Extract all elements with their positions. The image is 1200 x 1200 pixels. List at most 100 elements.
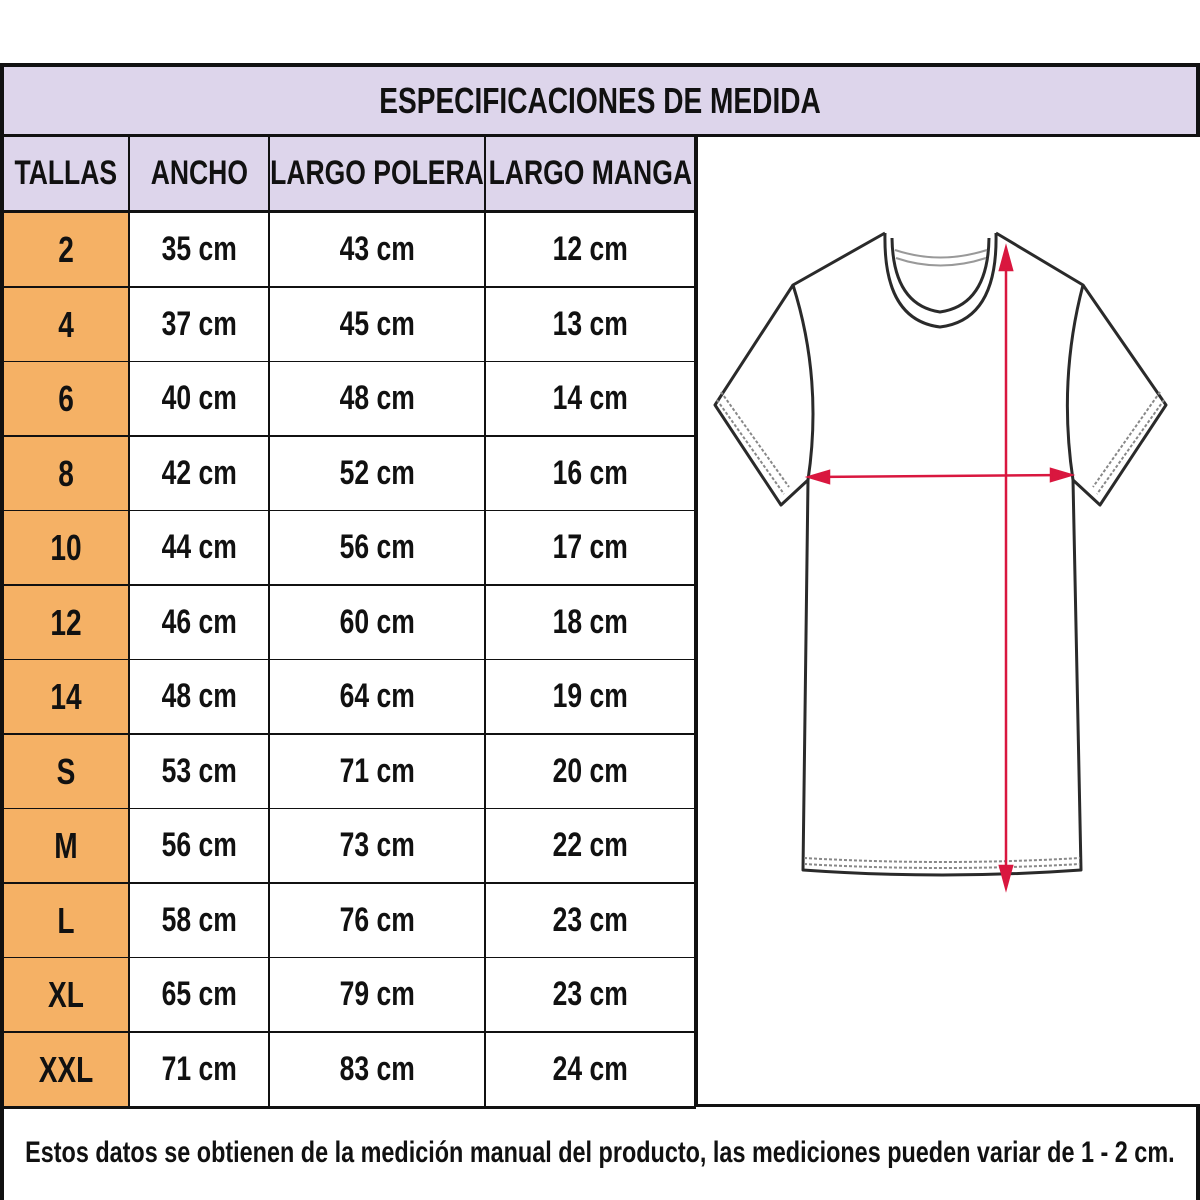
measure-cell: 20 cm (486, 735, 696, 811)
measure-cell-text: 56 cm (161, 826, 237, 864)
measure-cell: 71 cm (130, 1033, 270, 1109)
measure-cell-text: 45 cm (339, 305, 415, 343)
size-cell-text: 12 (50, 601, 82, 643)
measure-cell: 53 cm (130, 735, 270, 811)
measure-cell: 35 cm (130, 213, 270, 289)
measure-cell-text: 44 cm (161, 528, 237, 566)
measure-cell-text: 16 cm (552, 454, 628, 492)
measure-cell-text: 40 cm (161, 379, 237, 417)
size-cell: 2 (4, 213, 130, 289)
measure-cell: 23 cm (486, 958, 696, 1034)
measure-cell: 76 cm (270, 884, 486, 960)
measure-cell: 18 cm (486, 586, 696, 662)
shirt-body-outline (791, 231, 1085, 877)
size-cell: 12 (4, 586, 130, 662)
measure-cell-text: 23 cm (552, 901, 628, 939)
width-arrow-head-left (804, 469, 831, 485)
measure-cell-text: 73 cm (339, 826, 415, 864)
width-arrow-line (810, 473, 1070, 479)
left-sleeve-cuff (716, 399, 785, 495)
measure-cell: 73 cm (270, 809, 486, 885)
size-cell-text: 8 (58, 452, 74, 494)
measure-cell-text: 53 cm (161, 752, 237, 790)
measure-cell-text: 58 cm (161, 901, 237, 939)
measure-cell: 42 cm (130, 437, 270, 513)
measure-cell: 24 cm (486, 1033, 696, 1109)
measure-cell-text: 42 cm (161, 454, 237, 492)
measure-cell-text: 71 cm (161, 1050, 237, 1088)
width-arrow-head-right (1049, 467, 1076, 483)
column-header-text: LARGO POLERA (270, 154, 484, 192)
measure-cell-text: 35 cm (161, 230, 237, 268)
measure-cell-text: 24 cm (552, 1050, 628, 1088)
measure-cell-text: 46 cm (161, 603, 237, 641)
column-header: LARGO POLERA (270, 137, 486, 213)
measure-cell-text: 83 cm (339, 1050, 415, 1088)
measure-cell: 56 cm (130, 809, 270, 885)
size-cell: XXL (4, 1033, 130, 1109)
measure-cell-text: 14 cm (552, 379, 628, 417)
size-cell-text: 10 (50, 526, 82, 568)
size-cell: S (4, 735, 130, 811)
length-arrow-head-top (998, 243, 1014, 272)
size-cell: 8 (4, 437, 130, 513)
size-cell: L (4, 884, 130, 960)
measure-cell: 48 cm (270, 362, 486, 438)
measure-cell-text: 22 cm (552, 826, 628, 864)
measure-cell-text: 56 cm (339, 528, 415, 566)
measure-cell: 60 cm (270, 586, 486, 662)
collar-inner-edge (894, 249, 988, 259)
measure-cell: 22 cm (486, 809, 696, 885)
size-cell: M (4, 809, 130, 885)
tshirt-diagram (695, 137, 1200, 1107)
measure-cell: 58 cm (130, 884, 270, 960)
hem-stitch2 (803, 863, 1081, 869)
measure-cell: 71 cm (270, 735, 486, 811)
size-cell-text: 2 (58, 228, 74, 270)
measure-cell: 12 cm (486, 213, 696, 289)
size-cell: 10 (4, 511, 130, 587)
tshirt-icon (713, 231, 1168, 893)
chart-title: ESPECIFICACIONES DE MEDIDA (0, 63, 1200, 138)
size-cell-text: XL (48, 973, 84, 1015)
size-cell-text: M (54, 824, 78, 866)
column-header-text: TALLAS (14, 154, 118, 192)
measure-cell-text: 13 cm (552, 305, 628, 343)
measure-cell-text: 19 cm (552, 677, 628, 715)
measure-cell-text: 20 cm (552, 752, 628, 790)
measure-cell: 83 cm (270, 1033, 486, 1109)
size-cell-text: L (57, 899, 75, 941)
column-header-text: ANCHO (150, 154, 248, 192)
measure-cell-text: 18 cm (552, 603, 628, 641)
hem-stitch (803, 857, 1081, 863)
right-sleeve (1071, 284, 1168, 507)
size-cell-text: 6 (58, 377, 74, 419)
measure-cell: 79 cm (270, 958, 486, 1034)
measure-cell-text: 17 cm (552, 528, 628, 566)
measure-cell: 52 cm (270, 437, 486, 513)
measure-cell: 65 cm (130, 958, 270, 1034)
measure-cell: 37 cm (130, 288, 270, 364)
measure-cell-text: 76 cm (339, 901, 415, 939)
measure-cell: 40 cm (130, 362, 270, 438)
measure-cell: 17 cm (486, 511, 696, 587)
measure-cell: 44 cm (130, 511, 270, 587)
measure-cell-text: 48 cm (161, 677, 237, 715)
measure-cell: 64 cm (270, 660, 486, 736)
right-sleeve-cuff2 (1092, 391, 1161, 488)
footer-text: Estos datos se obtienen de la medición m… (25, 1135, 1175, 1169)
measure-cell: 16 cm (486, 437, 696, 513)
measure-cell: 48 cm (130, 660, 270, 736)
measure-cell-text: 12 cm (552, 230, 628, 268)
column-header: LARGO MANGA (486, 137, 696, 213)
size-cell: XL (4, 958, 130, 1034)
collar-inner-edge2 (895, 257, 987, 267)
measure-cell-text: 65 cm (161, 975, 237, 1013)
measure-cell-text: 48 cm (339, 379, 415, 417)
measure-cell-text: 43 cm (339, 230, 415, 268)
chart-title-text: ESPECIFICACIONES DE MEDIDA (379, 79, 821, 121)
collar-outer (883, 232, 998, 329)
size-cell-text: XXL (38, 1048, 94, 1090)
left-sleeve (713, 284, 810, 507)
size-cell: 4 (4, 288, 130, 364)
